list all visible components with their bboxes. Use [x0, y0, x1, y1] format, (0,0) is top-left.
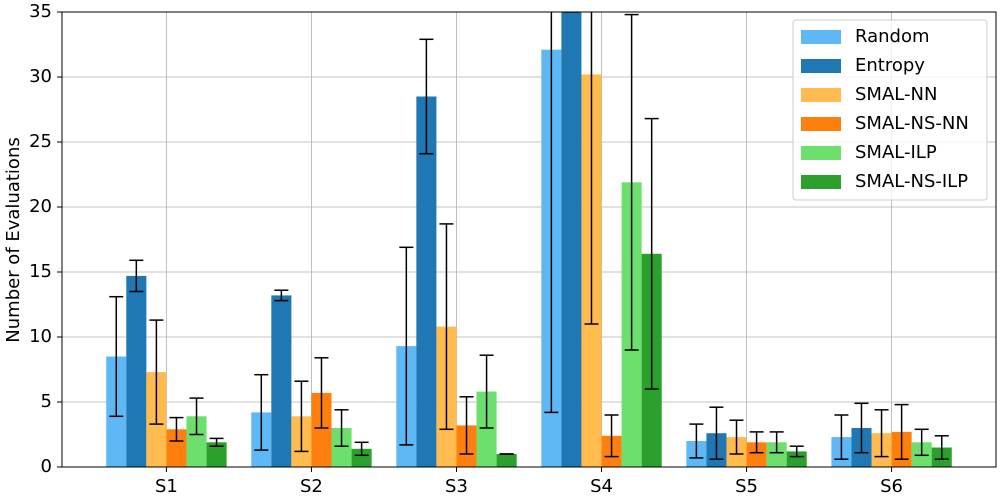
- error-bar: [544, 12, 559, 414]
- legend: Random Entropy SMAL-NN SMAL-NS-NN SMAL-ILP SM…: [792, 19, 988, 201]
- bar: [331, 428, 352, 467]
- error-bar: [584, 12, 599, 325]
- bar: [186, 416, 207, 467]
- bar: [786, 451, 807, 467]
- error-bar: [934, 435, 949, 460]
- error-bar: [479, 354, 494, 429]
- error-bar: [769, 431, 784, 454]
- bar: [271, 295, 292, 467]
- legend-label: SMAL-NS-ILP: [855, 171, 968, 192]
- y-tick-label: 20: [29, 196, 52, 217]
- x-tick-label: S6: [880, 476, 903, 497]
- error-bar: [854, 402, 869, 454]
- error-bar: [729, 419, 744, 455]
- x-tick-label: S1: [155, 476, 178, 497]
- bar: [766, 442, 787, 467]
- error-bar: [314, 357, 329, 429]
- legend-label: SMAL-NS-NN: [855, 113, 969, 134]
- error-bar: [459, 396, 474, 455]
- error-bar: [689, 423, 704, 459]
- x-tick-label: S2: [300, 476, 323, 497]
- legend-swatch: [801, 175, 841, 189]
- x-tick-label: S4: [590, 476, 613, 497]
- bar: [746, 442, 767, 467]
- legend-label: Entropy: [855, 55, 925, 76]
- error-bar: [749, 431, 764, 454]
- legend-swatch: [801, 117, 841, 131]
- error-bar: [294, 380, 309, 453]
- legend-swatch: [801, 146, 841, 160]
- x-tick-label: S5: [735, 476, 758, 497]
- error-bar: [254, 373, 269, 451]
- bar: [351, 448, 372, 467]
- legend-label: Random: [855, 26, 930, 47]
- y-tick-label: 30: [29, 66, 52, 87]
- error-bar: [274, 289, 289, 302]
- y-tick-label: 5: [41, 391, 52, 412]
- bar: [126, 275, 147, 467]
- error-bar: [894, 403, 909, 460]
- bar: [311, 392, 332, 467]
- bar: [166, 429, 187, 467]
- bar: [476, 391, 497, 467]
- error-bar: [109, 295, 124, 418]
- y-tick-label: 25: [29, 131, 52, 152]
- error-bar: [709, 406, 724, 460]
- legend-swatch: [801, 88, 841, 102]
- axes-frame: [61, 11, 997, 468]
- error-bar: [874, 409, 889, 458]
- error-bar: [439, 223, 454, 431]
- legend-label: SMAL-NN: [855, 84, 937, 105]
- error-bar: [189, 397, 204, 436]
- error-bar: [354, 441, 369, 457]
- error-bar: [334, 409, 349, 447]
- error-bar: [644, 117, 659, 390]
- error-bar: [789, 445, 804, 458]
- bar: [206, 442, 227, 467]
- error-bar: [419, 38, 434, 155]
- bar: [561, 12, 582, 467]
- plot-area: [106, 12, 952, 467]
- y-tick-label: 35: [29, 1, 52, 22]
- error-bar: [209, 437, 224, 447]
- legend-box: [792, 19, 988, 201]
- legend-swatch: [801, 59, 841, 73]
- y-tick-label: 15: [29, 261, 52, 282]
- y-tick-label: 10: [29, 326, 52, 347]
- error-bar: [914, 428, 929, 457]
- legend-swatch: [801, 30, 841, 44]
- error-bar: [399, 246, 414, 446]
- bar: [416, 96, 437, 467]
- bar: [496, 454, 517, 467]
- error-bar: [834, 414, 849, 460]
- x-tick-label: S3: [445, 476, 468, 497]
- y-axis-label: Number of Evaluations: [3, 137, 24, 342]
- error-bar: [604, 414, 619, 458]
- error-bar: [169, 416, 184, 442]
- error-bar: [624, 13, 639, 351]
- error-bar: [149, 319, 164, 425]
- legend-label: SMAL-ILP: [855, 142, 937, 163]
- error-bar: [129, 259, 144, 293]
- y-tick-label: 0: [41, 456, 52, 477]
- error-bar: [564, 12, 579, 13]
